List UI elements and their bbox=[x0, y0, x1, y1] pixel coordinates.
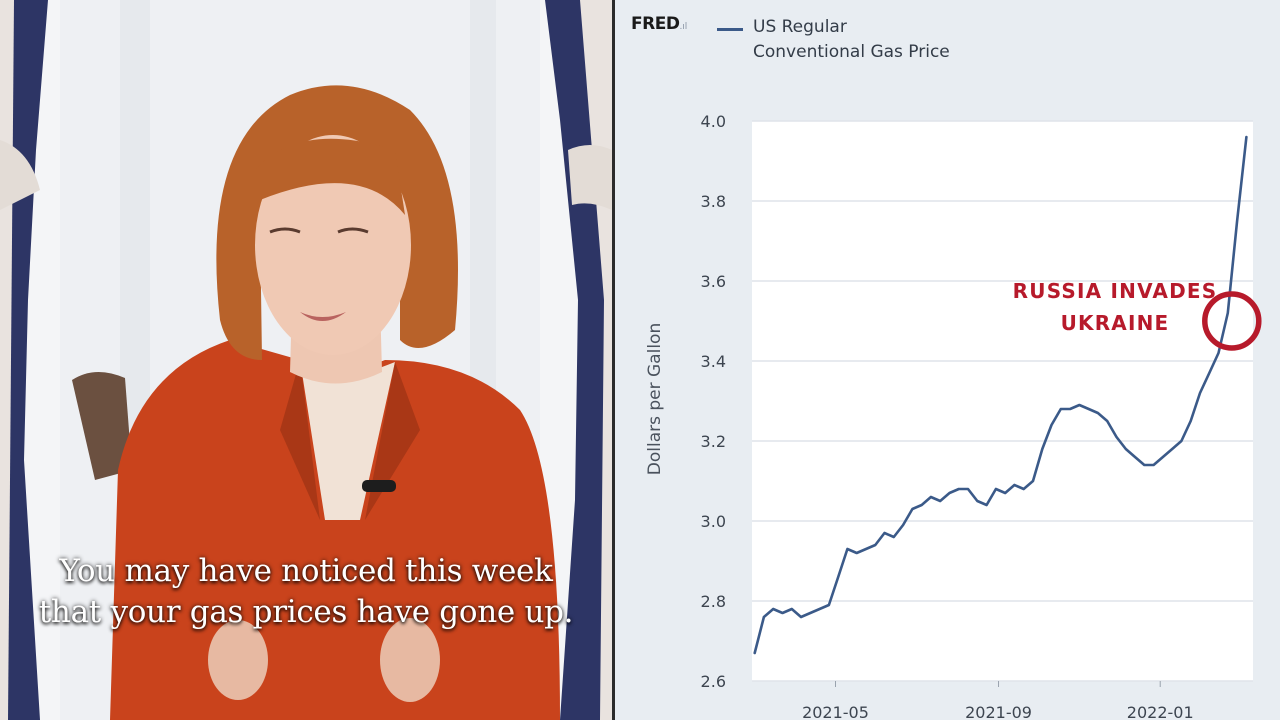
annotation-line-1: RUSSIA INVADES bbox=[1012, 279, 1218, 303]
fred-logo: FRED.ıl bbox=[631, 14, 688, 34]
y-tick-label: 4.0 bbox=[701, 112, 726, 131]
y-tick-label: 2.6 bbox=[701, 672, 726, 691]
y-tick-label: 3.8 bbox=[701, 192, 726, 211]
y-tick-label: 3.2 bbox=[701, 432, 726, 451]
speaker-scene bbox=[0, 0, 612, 720]
panel-divider bbox=[612, 0, 615, 720]
legend-label: US Regular Conventional Gas Price bbox=[753, 17, 950, 62]
y-tick-label: 3.4 bbox=[701, 352, 726, 371]
legend-swatch bbox=[717, 28, 743, 31]
x-tick-label: 2021-05 bbox=[802, 703, 869, 720]
y-tick-label: 2.8 bbox=[701, 592, 726, 611]
x-tick-label: 2021-09 bbox=[965, 703, 1032, 720]
plot-area bbox=[752, 121, 1253, 681]
invasion-annotation: RUSSIA INVADES UKRAINE bbox=[996, 275, 1234, 339]
caption-line-2: that your gas prices have gone up. bbox=[38, 594, 574, 630]
x-tick-label: 2022-01 bbox=[1127, 703, 1194, 720]
series-line bbox=[753, 135, 1248, 655]
invasion-marker-circle bbox=[1202, 291, 1262, 351]
fred-logo-text: FRED bbox=[631, 14, 680, 34]
video-frame: You may have noticed this week that your… bbox=[0, 0, 612, 720]
caption-line-1: You may have noticed this week bbox=[59, 553, 553, 589]
gas-price-chart: 2.6 2.8 3.0 3.2 3.4 3.6 3.8 4.0 2021-05 2021-09 20… bbox=[645, 112, 1262, 720]
chart-panel: 2.6 2.8 3.0 3.2 3.4 3.6 3.8 4.0 2021-05 2021-09 20… bbox=[615, 0, 1280, 720]
y-tick-label: 3.6 bbox=[701, 272, 726, 291]
y-axis-label: Dollars per Gallon bbox=[645, 323, 665, 475]
annotation-line-2: UKRAINE bbox=[1060, 311, 1170, 335]
y-tick-label: 3.0 bbox=[701, 512, 726, 531]
